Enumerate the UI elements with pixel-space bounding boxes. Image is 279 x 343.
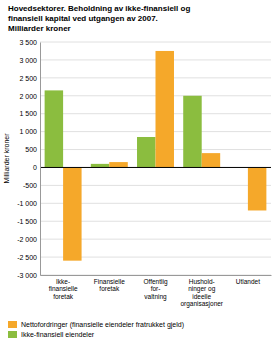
x-tick: Ikke-finansielleforetak [49,275,78,300]
y-tick: 1 000 [19,128,40,135]
legend-swatch [8,331,17,338]
y-axis-title: Milliarder kroner [3,133,10,184]
bar [45,90,63,167]
y-tick-label: 500 [25,146,37,153]
bars [45,51,267,261]
legend: Nettofordringer (finansielle eiendeler f… [8,321,184,338]
grid-line [40,42,271,43]
x-tick: Finansielleforetak [94,275,125,292]
x-tick-label: Hushold-ninger ogideelleorganisasjoner [180,278,223,308]
y-tick: -1 000 [17,200,40,207]
y-tick: 500 [25,146,40,153]
y-tick-label: -2 000 [17,236,37,243]
y-tick-label: -500 [23,182,37,189]
bar [109,162,127,167]
y-tick: -3 000 [17,272,40,279]
y-tick-label: -1 000 [17,200,37,207]
legend-swatch [8,321,17,328]
title: Hovedsektorer. Beholdning av ikke-finans… [8,4,190,33]
y-tick-label: -3 000 [17,272,37,279]
x-tick: Hushold-ninger ogideelleorganisasjoner [180,275,223,308]
x-tick-label: Utlandet [236,278,260,285]
legend-item: Ikke-finansiell eiendeler [8,331,95,338]
y-tick: 1 500 [19,110,40,117]
grid [40,42,271,275]
series [45,90,202,167]
plot: -3 000 -2 500 -2 000 -1 500 -1 000 -500 0 500 1 … [3,39,272,308]
y-tick-label: 0 [33,164,37,171]
y-tick-label: 2 500 [19,75,37,82]
bar [137,137,155,167]
grid-line [40,275,271,276]
legend-label: Nettofordringer (finansielle eiendeler f… [21,321,184,329]
y-tick: 2 500 [19,75,40,82]
x-axis-line [41,275,272,276]
series [63,51,266,261]
y-tick-label: 3 500 [19,39,37,46]
x-tick-label: Finansielleforetak [94,278,125,292]
y-tick-label: 1 500 [19,110,37,117]
y-tick-label: -1 500 [17,218,37,225]
bar [63,167,81,260]
legend-item: Nettofordringer (finansielle eiendeler f… [8,321,184,329]
y-tick: -2 500 [17,254,40,261]
x-tick: Utlandet [236,275,260,285]
y-tick: -2 000 [17,236,40,243]
y-tick-label: -2 500 [17,254,37,261]
x-tick-label: Offentligfor-valtning [143,278,167,301]
bar [248,167,266,210]
y-tick: 0 [33,164,40,171]
y-tick: -500 [23,182,40,189]
y-tick-label: 2 000 [19,93,37,100]
y-tick: 2 000 [19,93,40,100]
zero-line [40,167,271,168]
y-axis: -3 000 -2 500 -2 000 -1 500 -1 000 -500 0 500 1 … [17,39,40,279]
x-tick: Offentligfor-valtning [143,275,167,301]
legend-label: Ikke-finansiell eiendeler [21,331,95,338]
bar [183,96,201,168]
x-tick-label: Ikke-finansielleforetak [49,278,78,300]
y-tick: 3 500 [19,39,40,46]
y-tick: -1 500 [17,218,40,225]
bar [91,164,109,168]
y-tick-label: 1 000 [19,128,37,135]
bar [156,51,174,168]
y-axis-line [40,43,41,276]
chart: Hovedsektorer. Beholdning av ikke-finans… [0,0,279,343]
bar [202,153,220,167]
x-axis: Ikke-finansielleforetak Finansielleforeta… [41,275,272,308]
grid-line [40,167,271,168]
y-tick: 3 000 [19,57,40,64]
y-tick-label: 3 000 [19,57,37,64]
